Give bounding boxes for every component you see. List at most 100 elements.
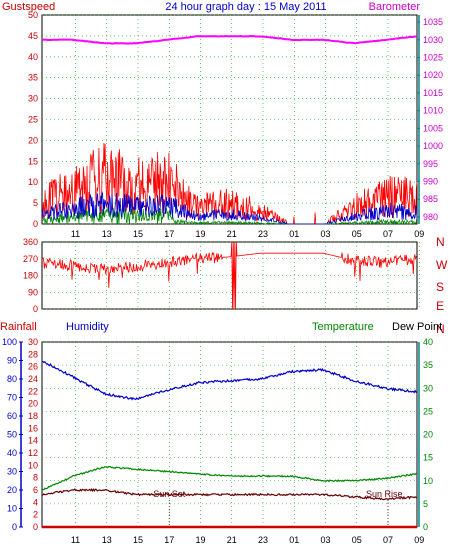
temp-tick-label: 35 [423,360,433,370]
humidity-tick-label: 90 [7,356,17,366]
x-tick-label: 13 [102,535,112,545]
baro-tick-label: 980 [423,212,438,222]
rain-tick-label: 28 [28,349,38,359]
direction-tick-label: 270 [23,254,38,264]
humidity-tick-label: 10 [7,504,17,514]
weather-axes: 0 5 10 15 20 25 30 35 40 0 10 20 30 40 50 60 70 80 90 100 0 2… [2,337,433,532]
gust-line [41,142,418,225]
gust-tick-label: 40 [28,52,38,62]
baro-tick-label: 990 [423,176,438,186]
gust-tick-label: 10 [28,177,38,187]
compass-letter: N [436,322,445,336]
x-tick-label: 09 [414,229,424,239]
rain-tick-label: 20 [28,399,38,409]
baro-tick-label: 1010 [423,106,443,116]
x-tick-label: 09 [414,535,424,545]
sun-marker-label: Sun Rise [366,489,403,499]
x-tick-label: 17 [164,535,174,545]
sun-annotations: Sun Set Sun Rise [153,489,403,527]
temp-tick-label: 25 [423,406,433,416]
temp-tick-label: 20 [423,430,433,440]
baro-tick-label: 1000 [423,141,443,151]
gust-tick-label: 15 [28,156,38,166]
rain-tick-label: 12 [28,448,38,458]
temp-tick-label: 30 [423,383,433,393]
rain-tick-label: 30 [28,337,38,347]
compass-letter: W [436,258,448,272]
gust-tick-label: 35 [28,73,38,83]
x-tick-label: 19 [195,535,205,545]
baro-tick-label: 1035 [423,17,443,27]
baro-tick-label: 1015 [423,88,443,98]
rain-tick-label: 16 [28,423,38,433]
humidity-tick-label: 70 [7,393,17,403]
baro-tick-label: 1030 [423,35,443,45]
x-tick-label: 03 [320,535,330,545]
temp-tick-label: 0 [423,522,428,532]
compass-letter: N [436,235,445,249]
direction-series [41,241,418,310]
humidity-tick-label: 0 [12,522,17,532]
x-tick-label: 15 [133,229,143,239]
humidity-tick-label: 100 [2,337,17,347]
humidity-line [42,360,418,401]
x-tick-label: 23 [258,535,268,545]
direction-axis: 0 90 180 270 360 [23,237,38,314]
direction-tick-label: 180 [23,271,38,281]
gust-label: Gustspeed [2,1,55,13]
rain-tick-label: 8 [33,473,38,483]
gust-tick-label: 0 [33,219,38,229]
x-tick-label: 01 [289,535,299,545]
rain-tick-label: 0 [33,522,38,532]
rain-tick-label: 26 [28,362,38,372]
wind-grid [42,14,420,225]
dewpoint-line [41,487,418,501]
rain-tick-label: 22 [28,386,38,396]
compass-letter: S [436,280,444,294]
humidity-tick-label: 40 [7,448,17,458]
direction-tick-label: 90 [28,287,38,297]
x-tick-label: 21 [227,229,237,239]
gust-tick-label: 5 [33,198,38,208]
wind-x-ticks: 11 13 15 17 19 21 23 01 03 05 07 09 [71,229,424,239]
humidity-tick-label: 50 [7,430,17,440]
baro-tick-label: 985 [423,194,438,204]
x-tick-label: 07 [383,229,393,239]
temp-tick-label: 15 [423,453,433,463]
temperature-label: Temperature [312,321,374,333]
x-tick-label: 21 [227,535,237,545]
rainfall-label: Rainfall [0,321,37,333]
gust-tick-label: 25 [28,115,38,125]
x-tick-label: 05 [352,535,362,545]
wind-line [41,191,418,225]
barometer-line [41,34,418,45]
sun-marker-label: Sun Set [153,489,186,499]
rain-tick-label: 2 [33,510,38,520]
weather-grid [42,341,420,528]
direction-line [41,241,418,310]
x-tick-label: 03 [320,229,330,239]
x-tick-label: 05 [352,229,362,239]
gust-tick-label: 20 [28,135,38,145]
direction-tick-label: 0 [33,304,38,314]
temp-tick-label: 10 [423,476,433,486]
baro-tick-label: 995 [423,159,438,169]
rain-tick-label: 6 [33,485,38,495]
compass-letter: E [436,299,444,313]
x-tick-label: 11 [71,229,80,239]
chart-title: 24 hour graph day : 15 May 2011 [165,1,326,13]
rain-tick-label: 10 [28,460,38,470]
weather-x-ticks: 11 13 15 17 19 21 23 01 03 05 07 09 [71,535,424,545]
weather-series [41,360,418,529]
baro-tick-label: 1025 [423,53,443,63]
wind-series [41,34,418,226]
gust-tick-label: 45 [28,31,38,41]
dewpoint-label: Dew Point [392,321,442,333]
lull-line [41,206,418,226]
barometer-axis: 980 985 990 995 1000 1005 1010 1015 1020 1025 1030… [417,15,443,224]
rain-tick-label: 4 [33,497,38,507]
